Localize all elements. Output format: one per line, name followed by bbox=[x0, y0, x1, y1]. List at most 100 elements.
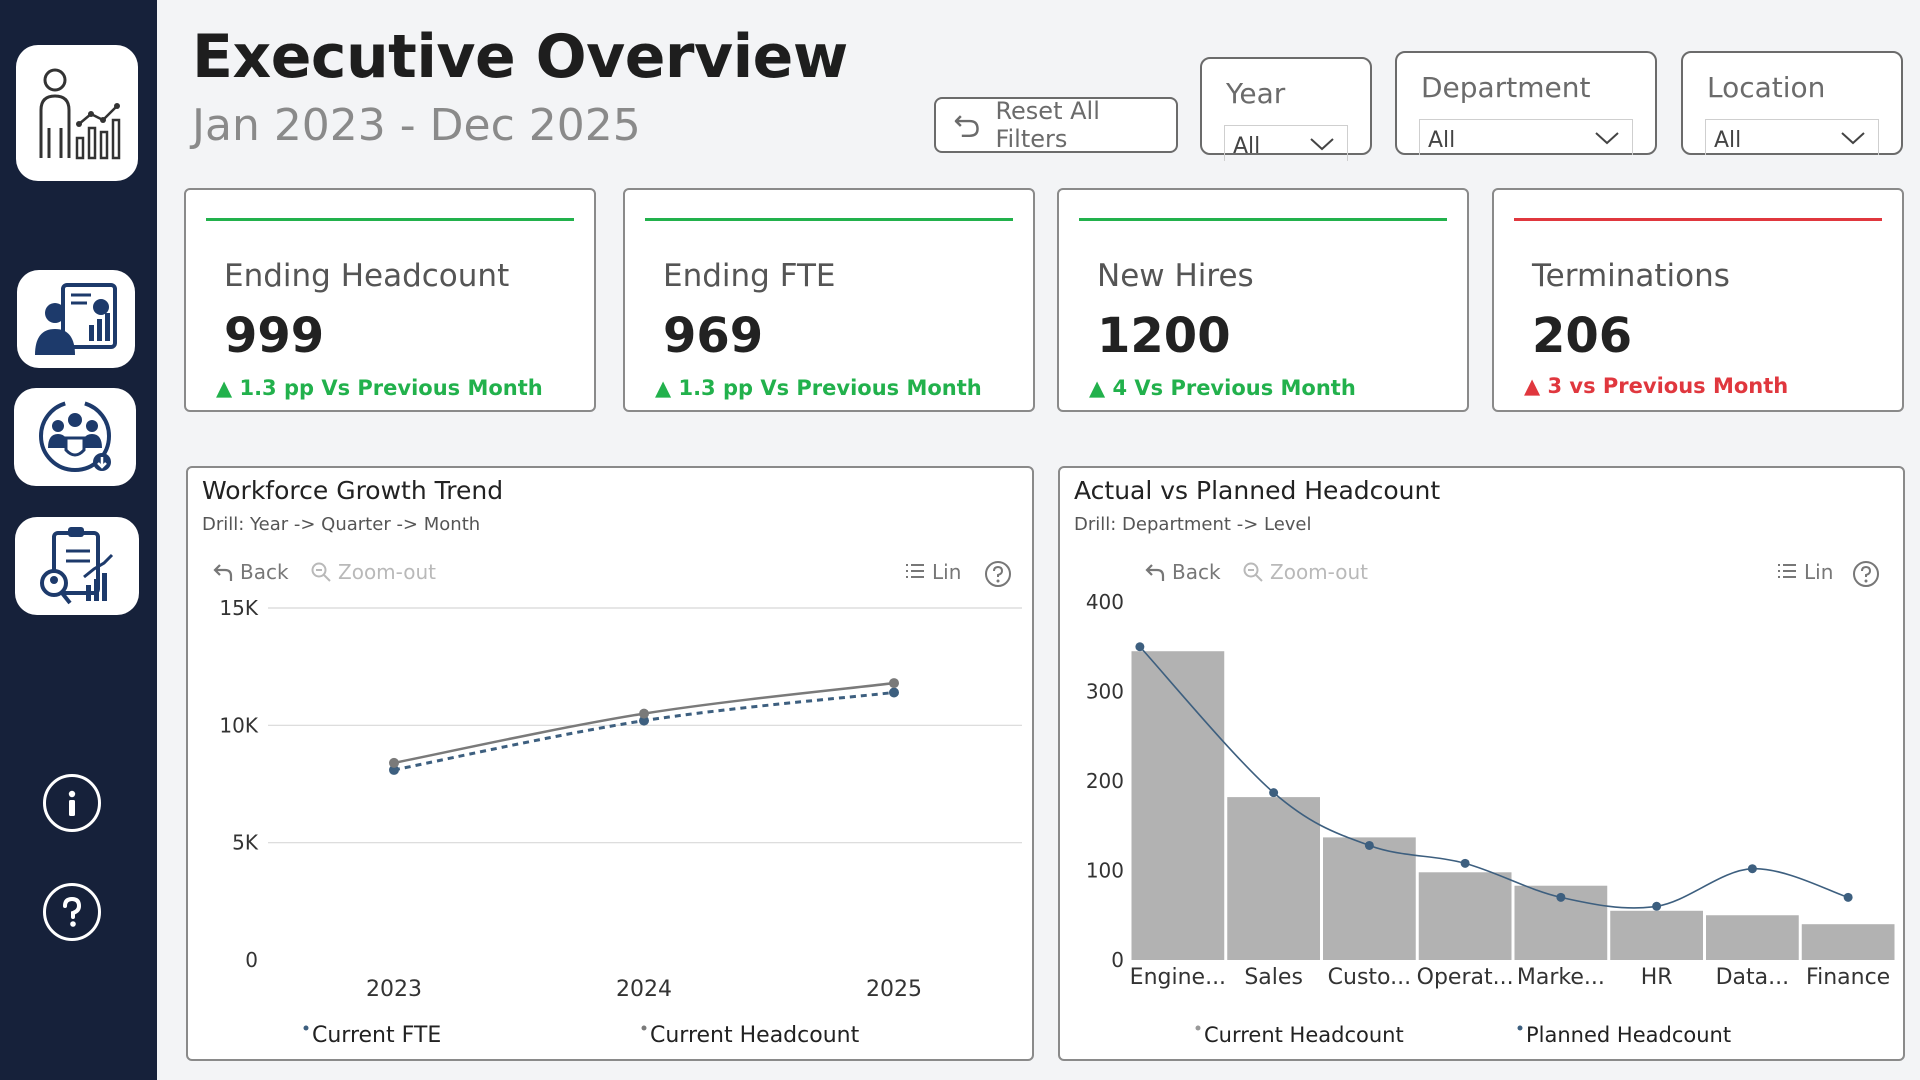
home-logo-tile[interactable] bbox=[16, 45, 138, 181]
bar bbox=[1418, 872, 1512, 960]
kpi-status-line bbox=[206, 218, 574, 221]
kpi-value: 206 bbox=[1532, 308, 1633, 364]
kpi-delta: ▲ 4 Vs Previous Month bbox=[1089, 376, 1356, 400]
x-tick-label: Finance bbox=[1806, 965, 1890, 990]
y-tick-label: 5K bbox=[232, 831, 259, 855]
department-slicer-label: Department bbox=[1421, 71, 1591, 104]
y-tick-label: 0 bbox=[1111, 948, 1124, 972]
help-icon bbox=[63, 896, 82, 927]
year-slicer[interactable]: Year All bbox=[1200, 57, 1372, 161]
data-point bbox=[1269, 788, 1279, 798]
year-dropdown[interactable]: All bbox=[1224, 125, 1348, 161]
department-slicer[interactable]: Department All bbox=[1395, 51, 1657, 155]
location-slicer-label: Location bbox=[1707, 71, 1826, 104]
kpi-value: 1200 bbox=[1097, 308, 1231, 364]
workforce-icon bbox=[39, 400, 111, 472]
legend-toggle-button[interactable]: Lin bbox=[1776, 560, 1833, 584]
department-dropdown[interactable]: All bbox=[1419, 119, 1633, 155]
data-point bbox=[1556, 892, 1566, 902]
drill-back-button[interactable]: Back bbox=[1144, 560, 1221, 584]
chart-help-button[interactable] bbox=[984, 560, 1012, 588]
zoom-out-icon bbox=[311, 562, 331, 582]
chevron-down-icon bbox=[1310, 138, 1334, 151]
help-circle-icon bbox=[1853, 561, 1879, 587]
help-button[interactable] bbox=[43, 883, 101, 941]
reset-all-filters-label: Reset All Filters bbox=[995, 97, 1100, 153]
help-circle-icon bbox=[985, 561, 1011, 587]
kpi-value: 969 bbox=[663, 308, 764, 364]
info-icon bbox=[68, 790, 76, 816]
series-line bbox=[1139, 646, 1849, 909]
recruitment-report-icon bbox=[40, 527, 114, 605]
legend-label: Planned Headcount bbox=[1526, 1023, 1731, 1047]
data-point bbox=[889, 678, 899, 689]
nav-recruitment-report[interactable] bbox=[15, 517, 139, 615]
chart-drill-subtitle: Drill: Year -> Quarter -> Month bbox=[202, 514, 481, 535]
y-tick-label: 10K bbox=[219, 713, 258, 737]
x-tick-label: Sales bbox=[1244, 965, 1303, 990]
x-tick-label: Marke... bbox=[1517, 965, 1605, 990]
y-tick-label: 15K bbox=[219, 596, 258, 620]
data-point bbox=[1364, 840, 1374, 850]
executive-report-icon bbox=[35, 283, 117, 355]
hr-analytics-logo-icon bbox=[39, 68, 121, 160]
kpi-card-ending-headcount: Ending Headcount 999 ▲ 1.3 pp Vs Previou… bbox=[184, 188, 596, 412]
legend-toggle-button[interactable]: Lin bbox=[904, 560, 961, 584]
kpi-label: Terminations bbox=[1532, 258, 1730, 294]
zoom-out-button[interactable]: Zoom-out bbox=[1242, 560, 1368, 584]
location-slicer[interactable]: Location All bbox=[1681, 51, 1903, 155]
zoom-out-button[interactable]: Zoom-out bbox=[310, 560, 436, 584]
legend-label: Current Headcount bbox=[1204, 1023, 1404, 1047]
legend-marker bbox=[1517, 1025, 1523, 1031]
data-point bbox=[1843, 892, 1853, 902]
workforce-growth-trend-panel: Workforce Growth Trend Drill: Year -> Qu… bbox=[186, 466, 1034, 1061]
date-range-subtitle: Jan 2023 - Dec 2025 bbox=[192, 100, 641, 151]
x-tick-label: 2024 bbox=[616, 977, 672, 1002]
kpi-label: New Hires bbox=[1097, 258, 1254, 294]
chart-help-button[interactable] bbox=[1852, 560, 1880, 588]
zoom-out-icon bbox=[1243, 562, 1263, 582]
data-point bbox=[889, 687, 899, 698]
nav-executive-report[interactable] bbox=[17, 270, 135, 368]
legend-marker bbox=[303, 1025, 309, 1031]
chart-title: Actual vs Planned Headcount bbox=[1074, 476, 1441, 505]
location-dropdown[interactable]: All bbox=[1705, 119, 1879, 155]
back-label: Back bbox=[240, 560, 289, 584]
series-line bbox=[393, 690, 895, 772]
y-tick-label: 100 bbox=[1086, 859, 1124, 883]
info-button[interactable] bbox=[43, 774, 101, 832]
year-slicer-label: Year bbox=[1226, 77, 1286, 110]
back-label: Back bbox=[1172, 560, 1221, 584]
back-arrow-icon bbox=[1145, 564, 1165, 581]
drill-back-button[interactable]: Back bbox=[212, 560, 289, 584]
kpi-status-line bbox=[1514, 218, 1882, 221]
bar bbox=[1706, 915, 1799, 960]
legend-marker bbox=[1195, 1025, 1201, 1031]
kpi-label: Ending Headcount bbox=[224, 258, 510, 294]
data-point bbox=[1652, 901, 1662, 911]
nav-workforce[interactable] bbox=[14, 388, 136, 486]
kpi-status-line bbox=[645, 218, 1013, 221]
reset-all-filters-button[interactable]: Reset All Filters bbox=[934, 97, 1178, 153]
zoom-out-label: Zoom-out bbox=[1270, 560, 1368, 584]
legend-marker bbox=[641, 1025, 647, 1031]
x-tick-label: HR bbox=[1641, 965, 1673, 990]
kpi-card-new-hires: New Hires 1200 ▲ 4 Vs Previous Month bbox=[1057, 188, 1469, 412]
x-tick-label: 2023 bbox=[366, 977, 422, 1002]
x-tick-label: Engine... bbox=[1130, 965, 1226, 990]
legend-label: Current FTE bbox=[312, 1023, 441, 1048]
location-selected-value: All bbox=[1714, 128, 1742, 153]
year-selected-value: All bbox=[1233, 134, 1261, 159]
y-tick-label: 300 bbox=[1086, 680, 1124, 704]
list-icon bbox=[1778, 564, 1796, 578]
zoom-out-label: Zoom-out bbox=[338, 560, 436, 584]
bar bbox=[1323, 837, 1416, 960]
kpi-card-ending-fte: Ending FTE 969 ▲ 1.3 pp Vs Previous Mont… bbox=[623, 188, 1035, 412]
y-tick-label: 400 bbox=[1086, 590, 1124, 614]
actual-vs-planned-panel: Actual vs Planned Headcount Drill: Depar… bbox=[1058, 466, 1905, 1061]
data-point bbox=[389, 757, 399, 768]
kpi-label: Ending FTE bbox=[663, 258, 836, 294]
back-arrow-icon bbox=[213, 564, 233, 581]
bar bbox=[1227, 797, 1320, 960]
